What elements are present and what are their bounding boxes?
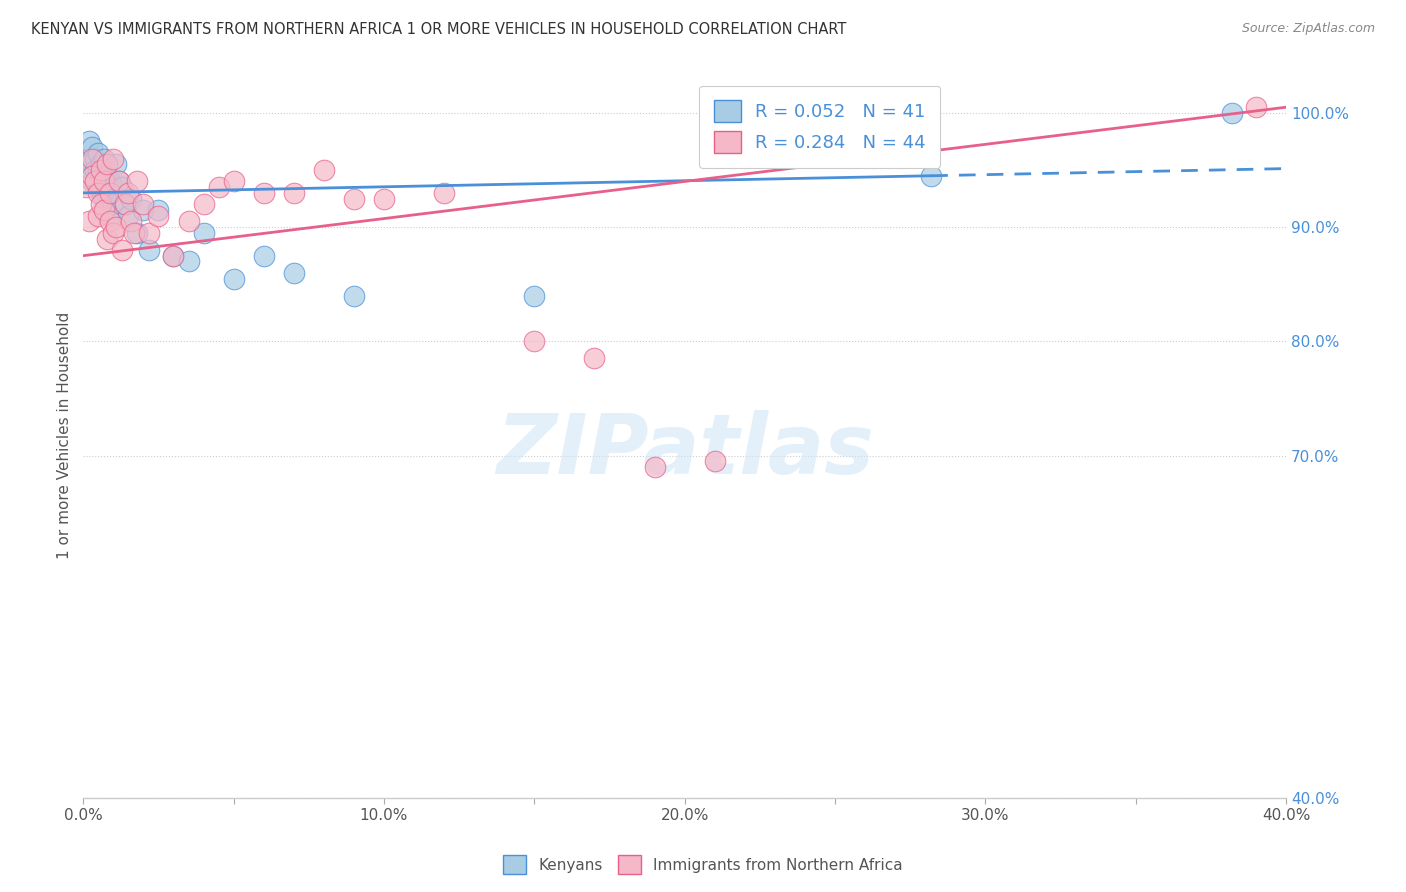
Point: [433, 186, 456, 200]
Point: [138, 243, 160, 257]
Point: [75, 180, 97, 194]
Point: [103, 226, 125, 240]
Point: [98, 214, 121, 228]
Point: [96, 231, 118, 245]
Point: [96, 157, 118, 171]
Point: [111, 180, 134, 194]
Point: [90, 186, 112, 200]
Point: [82, 152, 104, 166]
Point: [87, 163, 110, 178]
Point: [103, 152, 125, 166]
Point: [90, 157, 112, 171]
Legend: R = 0.052   N = 41, R = 0.284   N = 44: R = 0.052 N = 41, R = 0.284 N = 44: [699, 86, 941, 168]
Point: [105, 220, 128, 235]
Point: [124, 226, 146, 240]
Point: [920, 169, 942, 183]
Point: [253, 186, 276, 200]
Point: [148, 202, 170, 217]
Point: [103, 197, 125, 211]
Point: [79, 135, 101, 149]
Point: [114, 197, 136, 211]
Point: [90, 197, 112, 211]
Point: [79, 157, 101, 171]
Point: [312, 163, 335, 178]
Point: [343, 192, 366, 206]
Point: [193, 226, 215, 240]
Point: [132, 197, 155, 211]
Point: [96, 186, 118, 200]
Point: [75, 152, 97, 166]
Text: ZIPatlas: ZIPatlas: [496, 409, 873, 491]
Point: [127, 226, 149, 240]
Point: [82, 169, 104, 183]
Point: [162, 249, 184, 263]
Point: [117, 209, 139, 223]
Point: [87, 180, 110, 194]
Point: [90, 163, 112, 178]
Point: [222, 174, 245, 188]
Point: [703, 454, 725, 468]
Point: [82, 140, 104, 154]
Point: [120, 192, 142, 206]
Point: [373, 192, 395, 206]
Point: [253, 249, 276, 263]
Y-axis label: 1 or more Vehicles in Household: 1 or more Vehicles in Household: [58, 312, 72, 559]
Point: [343, 288, 366, 302]
Point: [523, 288, 546, 302]
Point: [93, 202, 115, 217]
Point: [127, 174, 149, 188]
Point: [103, 180, 125, 194]
Point: [207, 180, 229, 194]
Point: [98, 174, 121, 188]
Text: KENYAN VS IMMIGRANTS FROM NORTHERN AFRICA 1 OR MORE VEHICLES IN HOUSEHOLD CORREL: KENYAN VS IMMIGRANTS FROM NORTHERN AFRIC…: [31, 22, 846, 37]
Point: [583, 351, 606, 366]
Point: [1220, 106, 1243, 120]
Point: [117, 186, 139, 200]
Point: [87, 209, 110, 223]
Point: [93, 192, 115, 206]
Point: [105, 157, 128, 171]
Point: [162, 249, 184, 263]
Point: [283, 266, 305, 280]
Text: Source: ZipAtlas.com: Source: ZipAtlas.com: [1241, 22, 1375, 36]
Point: [98, 209, 121, 223]
Point: [177, 254, 200, 268]
Point: [84, 152, 107, 166]
Point: [120, 214, 142, 228]
Point: [222, 271, 245, 285]
Point: [148, 209, 170, 223]
Point: [138, 226, 160, 240]
Point: [132, 202, 155, 217]
Point: [98, 186, 121, 200]
Point: [96, 169, 118, 183]
Point: [87, 186, 110, 200]
Point: [79, 214, 101, 228]
Point: [523, 334, 546, 349]
Point: [82, 174, 104, 188]
Point: [87, 145, 110, 160]
Point: [84, 174, 107, 188]
Point: [84, 163, 107, 178]
Point: [90, 169, 112, 183]
Legend: Kenyans, Immigrants from Northern Africa: Kenyans, Immigrants from Northern Africa: [498, 849, 908, 880]
Point: [93, 174, 115, 188]
Point: [283, 186, 305, 200]
Point: [193, 197, 215, 211]
Point: [108, 174, 131, 188]
Point: [93, 152, 115, 166]
Point: [177, 214, 200, 228]
Point: [1244, 100, 1267, 114]
Point: [644, 459, 666, 474]
Point: [108, 174, 131, 188]
Point: [114, 197, 136, 211]
Point: [111, 243, 134, 257]
